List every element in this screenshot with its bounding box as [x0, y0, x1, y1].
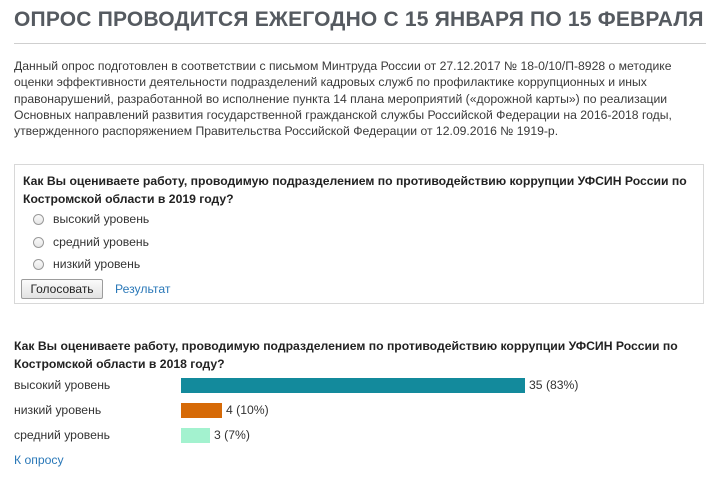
title-divider: [14, 43, 706, 44]
results-link[interactable]: Результат: [115, 282, 171, 296]
poll-question: Как Вы оцениваете работу, проводимую под…: [23, 174, 687, 206]
option-label: средний уровень: [53, 235, 149, 249]
option-low[interactable]: низкий уровень: [33, 255, 140, 273]
poll-form: Как Вы оцениваете работу, проводимую под…: [14, 164, 704, 304]
option-label: высокий уровень: [53, 212, 150, 226]
intro-text: Данный опрос подготовлен в соответствии …: [14, 59, 672, 139]
vote-button[interactable]: Голосовать: [21, 279, 103, 299]
result-value: 4 (10%): [226, 403, 269, 417]
result-label: высокий уровень: [14, 378, 111, 392]
page-title: ОПРОС ПРОВОДИТСЯ ЕЖЕГОДНО С 15 ЯНВАРЯ ПО…: [14, 8, 704, 31]
result-label: средний уровень: [14, 428, 110, 442]
option-high[interactable]: высокий уровень: [33, 210, 149, 228]
result-bar: [181, 428, 210, 443]
result-bar: [181, 378, 525, 393]
radio-low[interactable]: [33, 258, 44, 270]
option-medium[interactable]: средний уровень: [33, 233, 149, 251]
back-to-poll-link[interactable]: К опросу: [14, 453, 64, 467]
result-value: 35 (83%): [529, 378, 579, 392]
option-label: низкий уровень: [53, 257, 141, 271]
result-label: низкий уровень: [14, 403, 102, 417]
result-bar: [181, 403, 222, 418]
results-question: Как Вы оцениваете работу, проводимую под…: [14, 339, 678, 371]
radio-high[interactable]: [33, 213, 44, 225]
radio-medium[interactable]: [33, 236, 44, 248]
result-value: 3 (7%): [214, 428, 250, 442]
